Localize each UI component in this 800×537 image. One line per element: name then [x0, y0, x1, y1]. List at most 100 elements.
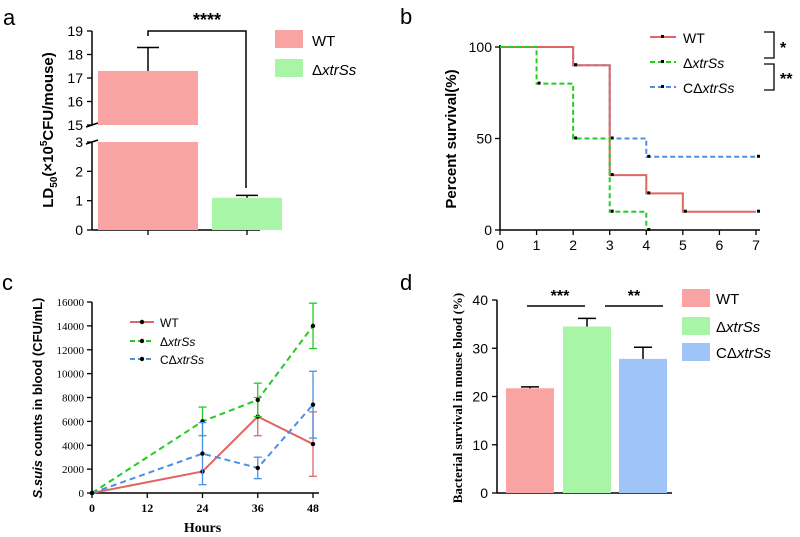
significance-stars: **	[628, 288, 641, 305]
censor-marker	[647, 154, 651, 158]
x-tick-label: 6	[716, 237, 724, 253]
censor-marker	[683, 209, 687, 213]
bar-mutant	[212, 197, 282, 230]
panel-label-b: b	[400, 4, 412, 29]
censor-marker	[537, 81, 541, 85]
legend-marker	[139, 338, 145, 344]
y-tick-label: 2	[75, 163, 83, 179]
x-tick-label: 1	[533, 237, 541, 253]
legend-label: WT	[160, 316, 179, 330]
data-line-WT	[91, 415, 314, 494]
y-tick-label: 1	[75, 193, 83, 209]
x-tick-label: 7	[752, 237, 760, 253]
survival-line-WT	[500, 46, 756, 213]
censor-marker	[574, 136, 578, 140]
bar-wt-lower	[98, 142, 198, 230]
y-axis-label: LD50(×105CFU/mouse)	[39, 52, 60, 207]
censor-marker	[647, 228, 651, 231]
significance-bracket	[764, 63, 775, 91]
y-axis-label: S.suis counts in blood (CFU/mL)	[30, 298, 45, 499]
significance-bracket	[764, 31, 775, 59]
legend-label: WT	[312, 33, 335, 50]
legend-marker	[661, 85, 664, 88]
y-tick-label: 6000	[62, 416, 85, 428]
x-tick-label: 5	[679, 237, 687, 253]
censor-marker	[610, 209, 614, 213]
legend-label: ΔxtrSs	[312, 62, 357, 79]
y-axis-label: Bacterial survival in mouse blood (%)	[450, 293, 465, 504]
legend-label: CΔxtrSs	[160, 353, 204, 367]
data-line-ΔxtrSs	[91, 325, 314, 494]
data-point	[310, 441, 316, 447]
censor-marker	[647, 191, 651, 195]
panel-label-c: c	[2, 270, 13, 295]
y-tick-label: 100	[469, 39, 493, 55]
legend-label: ΔxtrSs	[160, 335, 195, 349]
y-tick-label: 16000	[57, 297, 85, 309]
data-line-CΔxtrSs	[91, 404, 314, 494]
legend-label: ΔxtrSs	[716, 319, 761, 336]
y-tick-label: 2000	[62, 464, 85, 476]
x-tick-label: 36	[252, 501, 264, 515]
x-tick-label: 24	[197, 501, 209, 515]
data-point	[255, 465, 260, 471]
y-tick-label: 15	[67, 117, 83, 133]
legend-label: CΔxtrSs	[716, 345, 772, 362]
bar-CΔxtrSs	[619, 358, 667, 493]
censor-marker	[757, 209, 760, 213]
y-tick-label: 19	[67, 23, 83, 39]
panel-b-survival-chart: 0 1 2 3 4 5 6 7 0 50 100 Percent survival(%) WT ΔxtrS…	[443, 30, 793, 253]
panel-c-blood-counts-chart: 0 12 24 36 48 0 2000 4000 6000 8000 10000 12000 1400…	[30, 297, 319, 536]
bar-WT	[506, 388, 554, 493]
data-point	[89, 490, 95, 496]
y-tick-label: 0	[480, 485, 488, 501]
legend-marker	[661, 60, 664, 63]
x-tick-label: 3	[606, 237, 614, 253]
y-tick-label: 4000	[62, 440, 85, 452]
y-tick-label: 0	[75, 222, 83, 238]
x-tick-label: 4	[642, 237, 650, 253]
data-point	[310, 402, 316, 407]
panel-label-a: a	[3, 5, 16, 30]
data-point	[200, 451, 205, 456]
legend-label: CΔxtrSs	[683, 80, 734, 96]
survival-line-ΔxtrSs	[500, 46, 648, 230]
significance-stars: *	[780, 40, 787, 57]
y-tick-label: 40	[472, 292, 488, 308]
panel-a-ld50-chart: 0 1 2 315 16 17 18 19 LD50(×105CFU/mouse) **** WT Δ…	[39, 10, 357, 238]
y-tick-label: 30	[472, 340, 488, 356]
y-tick-label: 10	[472, 437, 488, 453]
y-axis-label: Percent survival(%)	[443, 69, 460, 208]
legend-swatch	[275, 59, 303, 77]
legend-swatch	[275, 30, 303, 48]
legend-marker	[661, 35, 664, 38]
x-tick-label: 48	[307, 501, 319, 515]
legend-marker	[139, 356, 145, 362]
significance-stars: ***	[551, 288, 570, 305]
y-tick-label: 50	[476, 131, 492, 147]
x-tick-label: 0	[496, 237, 504, 253]
y-tick-label: 16	[67, 94, 83, 110]
significance-stars: **	[780, 71, 793, 88]
censor-marker	[757, 154, 760, 158]
legend-swatch	[682, 289, 710, 307]
panel-label-d: d	[400, 270, 412, 295]
y-tick-label: 0	[79, 488, 85, 500]
censor-marker	[610, 136, 614, 140]
panel-d-bacterial-survival-chart: 0 10 20 30 40 Bacterial survival in mouse blo…	[450, 288, 772, 503]
legend-label: WT	[683, 30, 705, 46]
x-tick-label: 0	[89, 501, 95, 515]
censor-marker	[610, 173, 614, 177]
data-point	[255, 397, 260, 403]
significance-stars: ****	[193, 10, 221, 30]
y-tick-label: 17	[67, 70, 83, 86]
y-tick-label: 20	[472, 389, 488, 405]
x-tick-label: 12	[141, 501, 153, 515]
y-tick-label: 3	[75, 134, 83, 150]
y-tick-label: 18	[67, 47, 83, 63]
legend-swatch	[682, 317, 710, 335]
significance-bracket	[147, 30, 247, 188]
x-axis-label: Hours	[184, 521, 222, 536]
legend-swatch	[682, 343, 710, 361]
legend-label: ΔxtrSs	[683, 55, 724, 71]
